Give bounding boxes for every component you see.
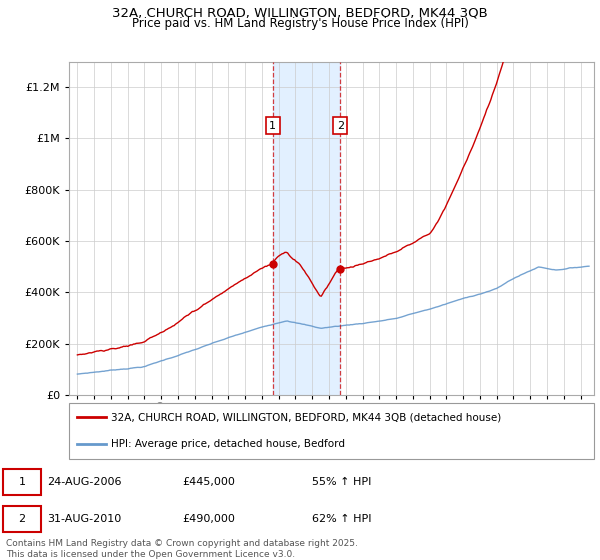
Text: £445,000: £445,000: [182, 477, 235, 487]
Text: 2: 2: [337, 120, 344, 130]
FancyBboxPatch shape: [69, 403, 594, 459]
Text: Contains HM Land Registry data © Crown copyright and database right 2025.
This d: Contains HM Land Registry data © Crown c…: [6, 539, 358, 559]
Text: 31-AUG-2010: 31-AUG-2010: [47, 515, 121, 524]
FancyBboxPatch shape: [3, 469, 41, 495]
Text: 62% ↑ HPI: 62% ↑ HPI: [312, 515, 371, 524]
Text: HPI: Average price, detached house, Bedford: HPI: Average price, detached house, Bedf…: [111, 438, 345, 449]
Text: 2: 2: [19, 515, 25, 524]
Text: £490,000: £490,000: [182, 515, 235, 524]
Text: 32A, CHURCH ROAD, WILLINGTON, BEDFORD, MK44 3QB: 32A, CHURCH ROAD, WILLINGTON, BEDFORD, M…: [112, 7, 488, 20]
Text: 1: 1: [19, 477, 25, 487]
Bar: [273, 62, 340, 395]
FancyBboxPatch shape: [3, 506, 41, 533]
Text: 32A, CHURCH ROAD, WILLINGTON, BEDFORD, MK44 3QB (detached house): 32A, CHURCH ROAD, WILLINGTON, BEDFORD, M…: [111, 412, 501, 422]
Text: 24-AUG-2006: 24-AUG-2006: [47, 477, 122, 487]
Text: Price paid vs. HM Land Registry's House Price Index (HPI): Price paid vs. HM Land Registry's House …: [131, 17, 469, 30]
Text: 55% ↑ HPI: 55% ↑ HPI: [312, 477, 371, 487]
Text: 1: 1: [269, 120, 276, 130]
